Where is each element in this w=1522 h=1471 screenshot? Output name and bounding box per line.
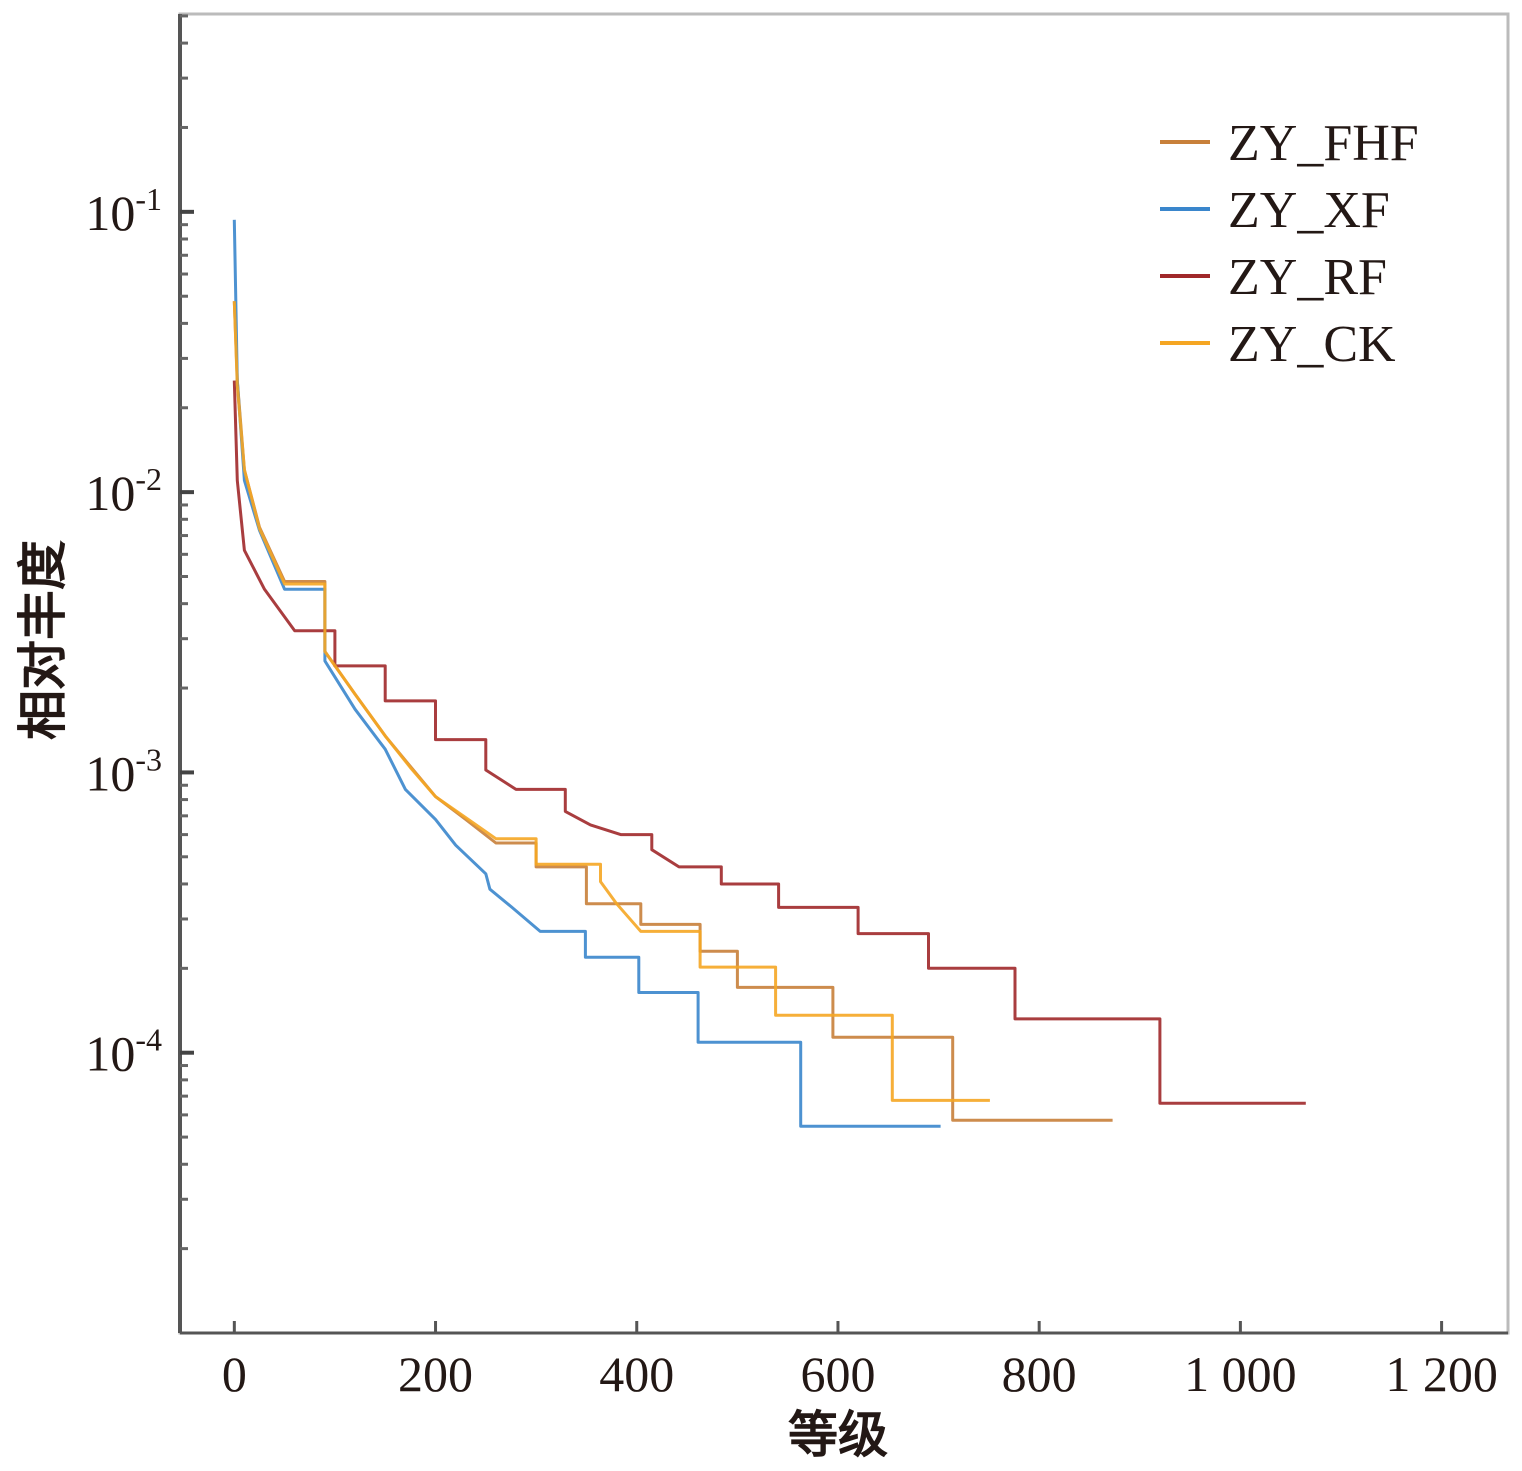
x-tick-label: 200 <box>398 1346 473 1402</box>
series-line-zy-ck <box>232 301 990 1102</box>
x-ticks: 0 200 400 600 800 1 000 1 200 <box>222 1321 1498 1402</box>
y-tick-label: 10-1 <box>85 181 162 241</box>
x-tick-label: 400 <box>599 1346 674 1402</box>
y-tick-label: 10-4 <box>85 1022 162 1082</box>
legend-label: ZY_XF <box>1228 182 1390 239</box>
x-axis-title: 等级 <box>788 1406 888 1464</box>
series-line-zy-xf <box>232 219 941 1128</box>
y-axis-title: 相对丰度 <box>14 540 72 740</box>
legend: ZY_FHF ZY_XF ZY_RF ZY_CK <box>1160 115 1419 373</box>
x-tick-label: 600 <box>800 1346 875 1402</box>
y-tick-label: 10-2 <box>85 461 162 521</box>
x-tick-label: 800 <box>1002 1346 1077 1402</box>
x-tick-label: 0 <box>222 1346 247 1402</box>
x-tick-label: 1 200 <box>1385 1346 1498 1402</box>
x-tick-label: 1 000 <box>1184 1346 1297 1402</box>
series-lines <box>232 219 1306 1128</box>
series-line-zy-rf <box>232 380 1306 1105</box>
legend-label: ZY_RF <box>1228 249 1387 306</box>
y-tick-label: 10-3 <box>85 741 162 801</box>
legend-label: ZY_FHF <box>1228 115 1419 172</box>
y-ticks: 10-1 10-2 10-3 10-4 <box>85 14 194 1251</box>
legend-label: ZY_CK <box>1228 316 1396 373</box>
